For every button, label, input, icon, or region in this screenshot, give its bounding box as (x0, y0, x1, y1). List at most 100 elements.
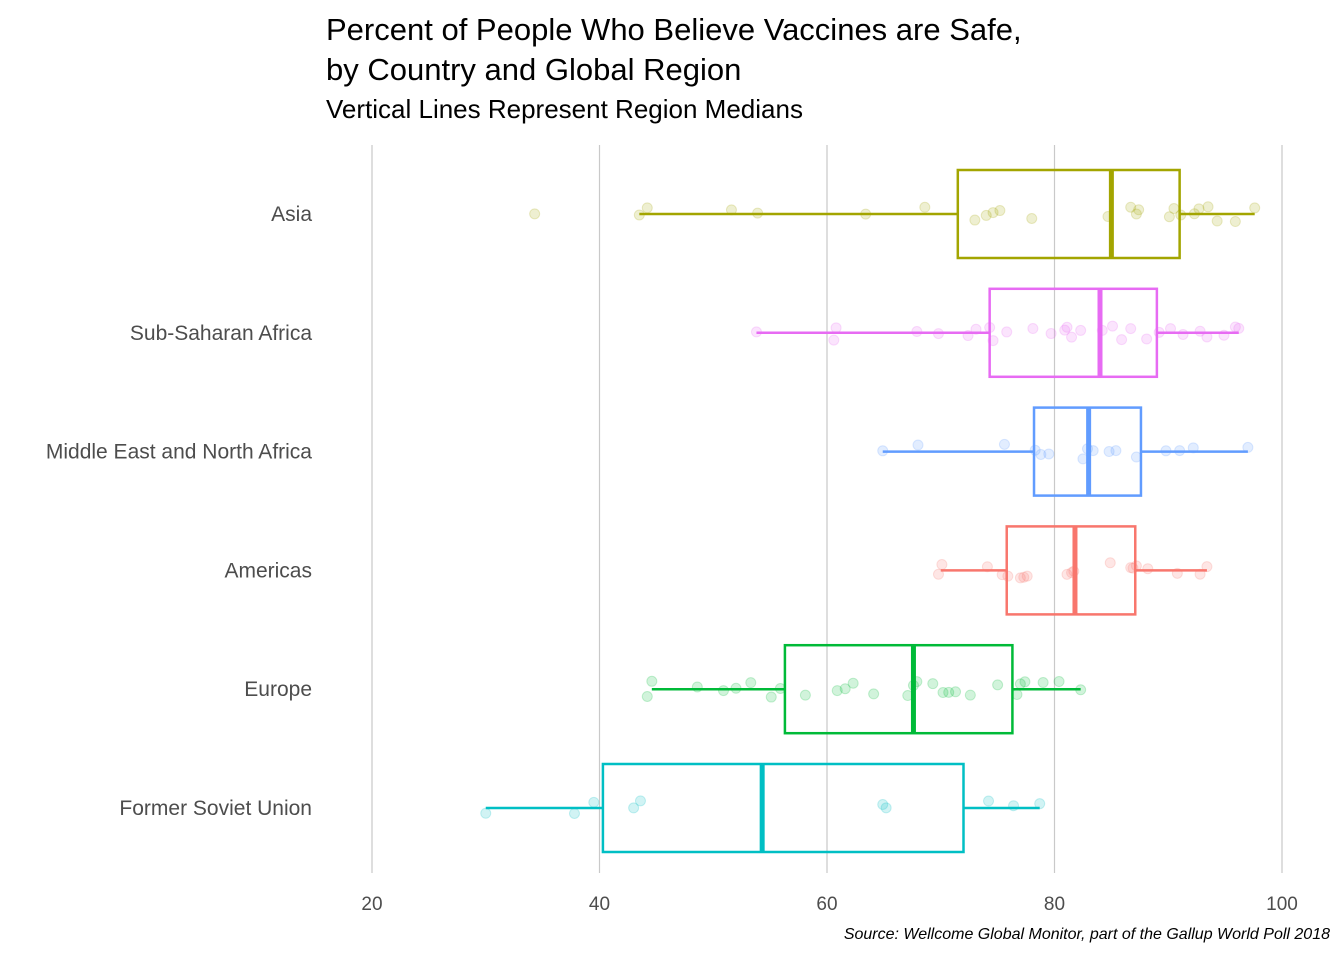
x-tick-label-100: 100 (1266, 894, 1298, 915)
data-point-sub-saharan-africa-14 (1066, 331, 1078, 343)
data-point-asia-21 (1202, 201, 1214, 213)
data-point-former-soviet-union-3 (628, 802, 640, 814)
data-point-europe-5 (745, 677, 757, 689)
data-point-americas-15 (1142, 563, 1154, 575)
data-point-sub-saharan-africa-13 (1061, 321, 1073, 333)
data-point-americas-11 (1104, 557, 1116, 569)
data-point-middle-east-and-north-africa-4 (1035, 448, 1047, 460)
data-point-middle-east-and-north-africa-5 (1043, 448, 1055, 460)
data-point-europe-6 (765, 691, 777, 703)
data-point-asia-16 (1163, 211, 1175, 223)
data-point-asia-0 (529, 208, 541, 220)
data-point-europe-21 (992, 679, 1004, 691)
category-label-americas: Americas (224, 559, 312, 582)
category-label-asia: Asia (271, 203, 312, 226)
box-sub-saharan-africa (988, 287, 1159, 379)
data-point-asia-23 (1229, 216, 1241, 228)
category-label-europe: Europe (244, 678, 312, 701)
data-point-asia-7 (969, 214, 981, 226)
data-point-europe-25 (1037, 677, 1049, 689)
data-point-asia-22 (1211, 215, 1223, 227)
category-label-former-soviet-union: Former Soviet Union (119, 797, 312, 820)
box-europe (783, 643, 1014, 735)
data-point-sub-saharan-africa-11 (1045, 328, 1057, 340)
box-americas (1005, 525, 1137, 616)
data-point-europe-16 (927, 678, 939, 690)
x-tick-label-20: 20 (361, 894, 382, 915)
data-point-sub-saharan-africa-12 (1059, 324, 1071, 336)
data-point-americas-1 (936, 559, 948, 571)
data-point-asia-8 (980, 209, 992, 221)
data-point-europe-9 (831, 685, 843, 697)
x-tick-label-80: 80 (1044, 894, 1065, 915)
data-point-former-soviet-union-4 (634, 795, 646, 807)
data-point-sub-saharan-africa-1 (828, 334, 840, 346)
chart-title-line-2: by Country and Global Region (326, 52, 742, 87)
data-point-americas-5 (1014, 572, 1026, 584)
data-point-europe-24 (1019, 676, 1031, 688)
chart-title: Percent of People Who Believe Vaccines a… (326, 10, 1022, 90)
data-point-sub-saharan-africa-10 (1027, 323, 1039, 335)
data-point-sub-saharan-africa-20 (1141, 333, 1153, 345)
data-point-europe-10 (839, 683, 851, 695)
data-point-middle-east-and-north-africa-2 (998, 438, 1010, 450)
data-point-europe-0 (641, 691, 653, 703)
data-point-americas-0 (932, 568, 944, 580)
data-point-former-soviet-union-0 (480, 807, 492, 819)
grid-lines (371, 145, 1283, 873)
source-caption: Source: Wellcome Global Monitor, part of… (843, 926, 1330, 943)
data-point-sub-saharan-africa-18 (1116, 334, 1128, 346)
data-point-middle-east-and-north-africa-9 (1103, 446, 1115, 458)
category-labels: Asia Sub-Saharan Africa Middle East and No… (46, 203, 312, 820)
data-point-former-soviet-union-1 (568, 807, 580, 819)
data-point-middle-east-and-north-africa-1 (912, 439, 924, 451)
data-point-asia-14 (1130, 208, 1142, 220)
data-point-europe-11 (847, 677, 859, 689)
data-point-sub-saharan-africa-17 (1107, 320, 1119, 332)
data-point-europe-17 (937, 687, 949, 699)
data-point-europe-18 (943, 686, 955, 698)
data-point-europe-26 (1053, 676, 1065, 688)
x-axis-tick-labels: 20 40 60 80 100 (361, 894, 1297, 915)
data-point-sub-saharan-africa-3 (911, 326, 923, 338)
x-tick-label-40: 40 (589, 894, 610, 915)
data-point-former-soviet-union-7 (983, 795, 995, 807)
chart-subtitle: Vertical Lines Represent Region Medians (326, 94, 803, 124)
data-point-europe-1 (646, 675, 658, 687)
data-point-europe-19 (950, 686, 962, 698)
category-label-middle-east-and-north-africa: Middle East and North Africa (46, 441, 312, 464)
data-point-americas-7 (1021, 570, 1033, 582)
data-point-asia-10 (994, 205, 1006, 217)
data-point-sub-saharan-africa-2 (830, 322, 842, 334)
data-point-former-soviet-union-6 (880, 802, 892, 814)
box-former-soviet-union (601, 762, 965, 854)
data-point-asia-9 (987, 207, 999, 219)
data-point-asia-6 (919, 201, 931, 213)
boxplot-chart: Asia Sub-Saharan Africa Middle East and No… (46, 145, 1298, 915)
data-point-asia-13 (1125, 201, 1137, 213)
data-point-europe-12 (868, 688, 880, 700)
data-point-americas-6 (1018, 571, 1030, 583)
boxes (485, 168, 1255, 854)
data-point-former-soviet-union-2 (588, 796, 600, 808)
data-point-former-soviet-union-5 (877, 798, 889, 810)
data-point-asia-11 (1026, 213, 1038, 225)
data-point-europe-8 (799, 689, 811, 701)
box-asia (956, 168, 1181, 260)
data-point-middle-east-and-north-africa-10 (1110, 445, 1122, 457)
data-point-sub-saharan-africa-23 (1177, 328, 1189, 340)
data-point-europe-20 (964, 689, 976, 701)
data-point-asia-2 (641, 202, 653, 214)
data-point-sub-saharan-africa-15 (1075, 324, 1087, 336)
data-point-europe-3 (717, 685, 729, 697)
data-point-sub-saharan-africa-9 (1001, 326, 1013, 338)
chart-title-line-1: Percent of People Who Believe Vaccines a… (326, 12, 1022, 47)
data-point-asia-20 (1193, 203, 1205, 215)
category-label-sub-saharan-africa: Sub-Saharan Africa (130, 322, 312, 345)
jitter-points (480, 201, 1261, 819)
data-point-sub-saharan-africa-19 (1125, 323, 1137, 335)
data-point-asia-24 (1249, 202, 1261, 214)
data-point-europe-2 (691, 681, 703, 693)
data-point-asia-15 (1133, 204, 1145, 216)
x-tick-label-60: 60 (816, 894, 837, 915)
